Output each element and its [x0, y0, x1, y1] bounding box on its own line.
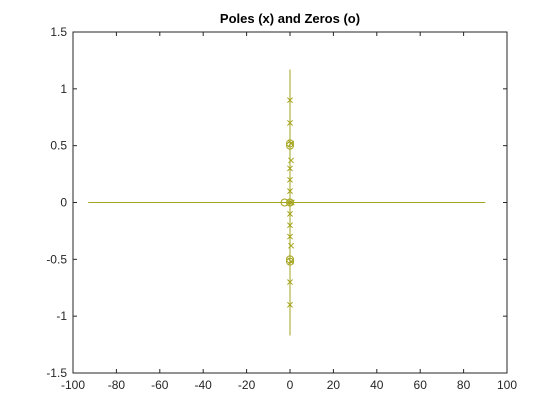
plot-marks [88, 69, 486, 336]
y-tick-label: -1.5 [46, 366, 67, 380]
y-axis: -1.5 -1 -0.5 0 0.5 1 1.5 [46, 25, 507, 380]
x-tick-label: -60 [151, 378, 169, 392]
pole-marker [287, 97, 293, 104]
pole-marker [288, 199, 295, 206]
y-tick-label: 0.5 [50, 139, 67, 153]
x-axis: -100 -80 -60 -40 -20 0 20 40 60 80 100 [61, 32, 517, 392]
x-tick-label: -20 [238, 378, 256, 392]
pole-marker [287, 119, 293, 126]
y-tick-label: 0 [60, 196, 67, 210]
pole-marker [287, 301, 293, 308]
x-tick-label: -100 [61, 378, 85, 392]
pole-marker [287, 210, 293, 217]
x-tick-label: 60 [414, 378, 428, 392]
zero-marker [280, 198, 289, 207]
x-tick-label: 0 [287, 378, 294, 392]
y-tick-label: 1.5 [50, 25, 67, 39]
chart-title: Poles (x) and Zeros (o) [220, 11, 360, 26]
x-tick-label: 80 [457, 378, 471, 392]
pole-marker [287, 279, 293, 286]
pole-marker [288, 157, 295, 164]
pole-marker [287, 188, 293, 195]
x-tick-label: -80 [108, 378, 126, 392]
pole-marker [288, 242, 295, 249]
zero-marker [286, 257, 294, 266]
x-tick-label: 100 [497, 378, 517, 392]
x-tick-label: -40 [195, 378, 213, 392]
y-tick-label: 1 [60, 82, 67, 96]
x-tick-label: 40 [370, 378, 384, 392]
x-tick-label: 20 [327, 378, 341, 392]
pole-marker [287, 199, 293, 206]
pole-marker [287, 222, 293, 229]
pole-marker [287, 176, 293, 183]
pole-marker [288, 258, 295, 265]
pole-marker [287, 165, 293, 172]
y-tick-label: -0.5 [46, 252, 67, 266]
y-tick-label: -1 [56, 309, 67, 323]
zero-marker [286, 139, 294, 148]
pole-marker [287, 233, 293, 240]
zero-marker [286, 198, 294, 207]
pole-marker [288, 140, 295, 147]
